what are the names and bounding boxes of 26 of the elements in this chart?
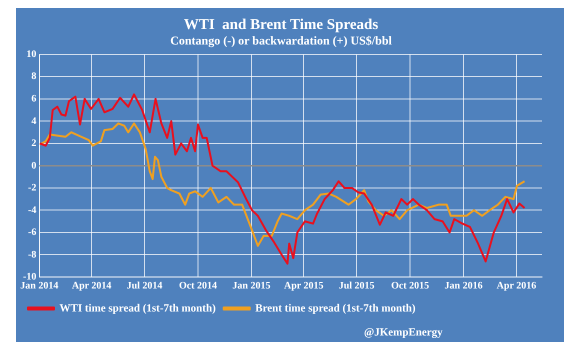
x-tick-label: Oct 2015: [391, 280, 430, 292]
y-tick-label: 6: [31, 94, 36, 104]
y-tick-label: 10: [26, 48, 36, 60]
x-tick-label: Apr 2015: [284, 280, 324, 292]
text: @JKempEnergy: [364, 326, 444, 338]
y-tick-label: 2: [31, 138, 36, 150]
legend-label: Brent time spread (1st-7th month): [255, 302, 416, 314]
chart-title: WTI and Brent Time Spreads: [184, 16, 378, 33]
x-tick-label: Jul 2015: [338, 280, 375, 292]
y-tick-label: 4: [31, 116, 36, 127]
y-tick-label: -10: [22, 272, 36, 283]
x-tick-label: Jan 2015: [232, 280, 270, 292]
x-tick-label: Jul 2014: [126, 280, 162, 292]
y-tick-label: 8: [31, 71, 36, 82]
x-tick-label: Jan 2014: [20, 280, 58, 292]
x-tick-label: Apr 2016: [496, 280, 536, 292]
chart-subtitle: Contango (-) or backwardation (+) US$/bbl: [170, 33, 392, 48]
y-tick-label: -2: [28, 182, 36, 194]
x-tick-label: Apr 2014: [72, 280, 112, 292]
y-tick-label: -4: [28, 204, 36, 216]
y-tick-label: -8: [28, 249, 36, 260]
y-tick-label: 0: [31, 160, 36, 172]
x-tick-label: Oct 2014: [178, 280, 217, 292]
x-tick-label: Jan 2016: [444, 280, 483, 292]
legend-label: WTI time spread (1st-7th month): [60, 302, 216, 314]
y-tick-label: -6: [28, 227, 36, 238]
